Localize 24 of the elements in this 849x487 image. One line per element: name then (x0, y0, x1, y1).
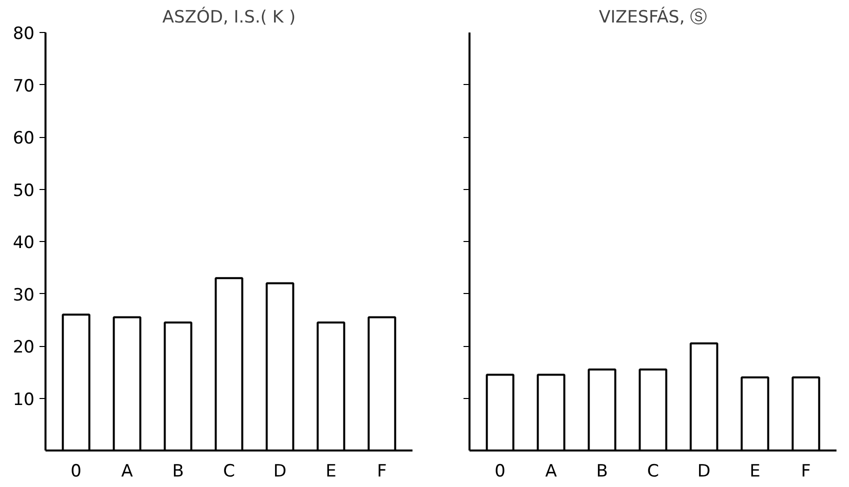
x-tick-label: F (377, 462, 387, 482)
y-tick-label: 70 (12, 76, 35, 96)
x-tick-label: E (750, 462, 760, 482)
x-tick-label: E (326, 462, 336, 482)
x-tick-label: D (697, 462, 711, 482)
y-tick-label: 20 (12, 338, 35, 358)
x-tick-label: F (801, 462, 811, 482)
x-tick-label: 0 (70, 462, 82, 482)
y-tick-label: 50 (12, 180, 35, 201)
x-tick-label: A (121, 462, 134, 482)
y-tick-label: 10 (12, 390, 35, 410)
x-tick-label: 0 (494, 462, 506, 482)
x-tick-label: B (172, 462, 184, 482)
y-tick-label: 80 (12, 24, 35, 44)
x-tick-label: A (545, 462, 558, 482)
y-tick-label: 60 (12, 128, 35, 148)
y-tick-label: 30 (12, 285, 35, 306)
x-tick-label: D (273, 462, 287, 482)
x-tick-label: B (596, 462, 608, 482)
x-tick-label: C (223, 462, 235, 482)
x-tick-label: C (647, 462, 659, 482)
chart-title: ASZÓD, I.S.( K ) (162, 6, 296, 28)
chart-title: VIZESFÁS, Ⓢ (598, 6, 708, 28)
y-tick-label: 40 (12, 233, 35, 253)
